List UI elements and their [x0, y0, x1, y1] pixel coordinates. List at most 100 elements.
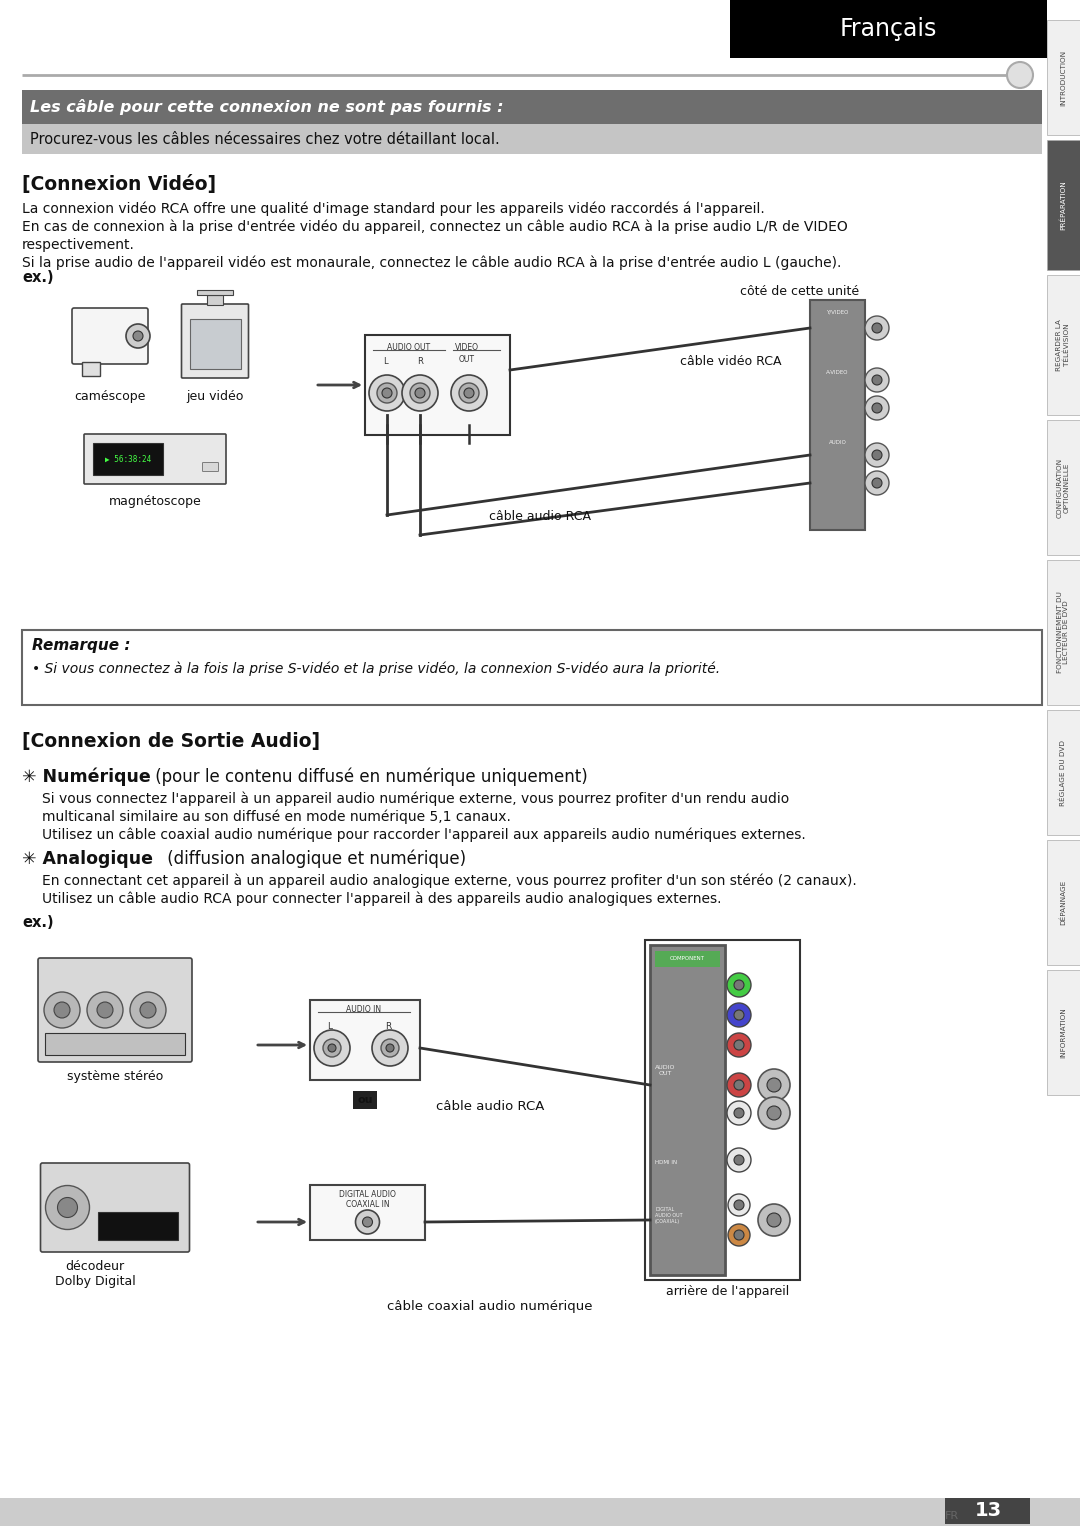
Circle shape: [734, 980, 744, 990]
Circle shape: [410, 383, 430, 403]
Circle shape: [872, 375, 882, 385]
Circle shape: [328, 1044, 336, 1051]
FancyBboxPatch shape: [22, 124, 1042, 154]
Circle shape: [1007, 63, 1032, 89]
Circle shape: [767, 1213, 781, 1227]
Text: Procurez-vous les câbles nécessaires chez votre détaillant local.: Procurez-vous les câbles nécessaires che…: [30, 131, 500, 146]
Text: ex.): ex.): [22, 270, 54, 285]
FancyBboxPatch shape: [0, 1499, 1080, 1526]
Text: (diffusion analogique et numérique): (diffusion analogique et numérique): [162, 850, 467, 868]
Circle shape: [381, 1039, 399, 1058]
FancyBboxPatch shape: [365, 336, 510, 435]
Circle shape: [727, 1100, 751, 1125]
Text: FR: FR: [945, 1511, 959, 1521]
Text: décodeur
Dolby Digital: décodeur Dolby Digital: [55, 1260, 135, 1288]
Text: En connectant cet appareil à un appareil audio analogique externe, vous pourrez : En connectant cet appareil à un appareil…: [42, 874, 856, 888]
Circle shape: [130, 992, 166, 1029]
Circle shape: [355, 1210, 379, 1235]
Text: La connexion vidéo RCA offre une qualité d'image standard pour les appareils vid: La connexion vidéo RCA offre une qualité…: [22, 201, 765, 217]
Circle shape: [386, 1044, 394, 1051]
Circle shape: [459, 383, 480, 403]
Circle shape: [45, 1186, 90, 1230]
Text: câble vidéo RCA: câble vidéo RCA: [680, 356, 782, 368]
Text: [Connexion Vidéo]: [Connexion Vidéo]: [22, 175, 216, 194]
Circle shape: [451, 375, 487, 410]
FancyBboxPatch shape: [72, 308, 148, 365]
Text: PRÉPARATION: PRÉPARATION: [1059, 180, 1066, 230]
Text: ✳ Analogique: ✳ Analogique: [22, 850, 153, 868]
Text: ou: ou: [357, 1096, 373, 1105]
Circle shape: [727, 974, 751, 996]
Circle shape: [872, 478, 882, 488]
Circle shape: [767, 1106, 781, 1120]
Text: OUT: OUT: [459, 356, 475, 365]
Circle shape: [126, 324, 150, 348]
Circle shape: [734, 1108, 744, 1119]
Circle shape: [758, 1070, 789, 1100]
FancyBboxPatch shape: [945, 1499, 1030, 1524]
Circle shape: [734, 1080, 744, 1090]
FancyBboxPatch shape: [197, 290, 233, 295]
Text: Utilisez un câble coaxial audio numérique pour raccorder l'appareil aux appareil: Utilisez un câble coaxial audio numériqu…: [42, 829, 806, 842]
Circle shape: [872, 450, 882, 459]
Circle shape: [363, 1218, 373, 1227]
Text: ▶ 56:38:24: ▶ 56:38:24: [105, 455, 151, 464]
FancyBboxPatch shape: [730, 0, 1047, 58]
FancyBboxPatch shape: [22, 90, 1042, 124]
Text: L: L: [382, 357, 388, 366]
Text: arrière de l'appareil: arrière de l'appareil: [666, 1285, 789, 1299]
Text: caméscope: caméscope: [75, 391, 146, 403]
Text: DIGITAL AUDIO
COAXIAL IN: DIGITAL AUDIO COAXIAL IN: [339, 1190, 396, 1210]
Text: RÉGLAGE DU DVD: RÉGLAGE DU DVD: [1059, 740, 1066, 806]
Circle shape: [87, 992, 123, 1029]
Circle shape: [734, 1155, 744, 1164]
FancyBboxPatch shape: [41, 1163, 189, 1251]
Text: ✳ Numérique: ✳ Numérique: [22, 768, 151, 786]
Circle shape: [728, 1193, 750, 1216]
Text: câble audio RCA: câble audio RCA: [489, 510, 591, 523]
Text: Si vous connectez l'appareil à un appareil audio numérique externe, vous pourrez: Si vous connectez l'appareil à un appare…: [42, 792, 789, 807]
Text: Les câble pour cette connexion ne sont pas fournis :: Les câble pour cette connexion ne sont p…: [30, 99, 503, 114]
Circle shape: [728, 1224, 750, 1247]
FancyBboxPatch shape: [310, 1000, 420, 1080]
Text: Français: Français: [840, 17, 937, 41]
Text: 13: 13: [974, 1502, 1001, 1520]
Text: ex.): ex.): [22, 916, 54, 929]
Text: [Connexion de Sortie Audio]: [Connexion de Sortie Audio]: [22, 732, 320, 751]
Circle shape: [758, 1204, 789, 1236]
FancyBboxPatch shape: [1047, 710, 1080, 835]
FancyBboxPatch shape: [189, 319, 241, 369]
Circle shape: [57, 1198, 78, 1218]
FancyBboxPatch shape: [1047, 971, 1080, 1096]
Text: multicanal similaire au son diffusé en mode numérique 5,1 canaux.: multicanal similaire au son diffusé en m…: [42, 810, 511, 824]
FancyBboxPatch shape: [45, 1033, 185, 1054]
FancyBboxPatch shape: [1047, 140, 1080, 270]
Text: En cas de connexion à la prise d'entrée vidéo du appareil, connectez un câble au: En cas de connexion à la prise d'entrée …: [22, 220, 848, 235]
Text: CONFIGURATION
OPTIONNELLE: CONFIGURATION OPTIONNELLE: [1056, 458, 1069, 517]
FancyBboxPatch shape: [654, 951, 720, 967]
Text: Remarque :: Remarque :: [32, 638, 131, 653]
FancyBboxPatch shape: [97, 1212, 177, 1241]
FancyBboxPatch shape: [650, 945, 725, 1276]
Circle shape: [382, 388, 392, 398]
Circle shape: [727, 1003, 751, 1027]
Circle shape: [727, 1148, 751, 1172]
Circle shape: [865, 472, 889, 494]
Circle shape: [54, 1003, 70, 1018]
Text: HDMI IN: HDMI IN: [654, 1160, 677, 1164]
Text: jeu vidéo: jeu vidéo: [187, 391, 244, 403]
Circle shape: [402, 375, 438, 410]
Circle shape: [372, 1030, 408, 1067]
Text: R: R: [384, 1022, 391, 1032]
Text: INTRODUCTION: INTRODUCTION: [1059, 49, 1066, 105]
Circle shape: [464, 388, 474, 398]
Circle shape: [872, 403, 882, 414]
Circle shape: [133, 331, 143, 340]
Circle shape: [758, 1097, 789, 1129]
Text: • Si vous connectez à la fois la prise S-vidéo et la prise vidéo, la connexion S: • Si vous connectez à la fois la prise S…: [32, 662, 720, 676]
Circle shape: [140, 1003, 156, 1018]
Circle shape: [415, 388, 426, 398]
FancyBboxPatch shape: [203, 462, 218, 472]
Text: magnétoscope: magnétoscope: [109, 494, 201, 508]
Circle shape: [872, 324, 882, 333]
